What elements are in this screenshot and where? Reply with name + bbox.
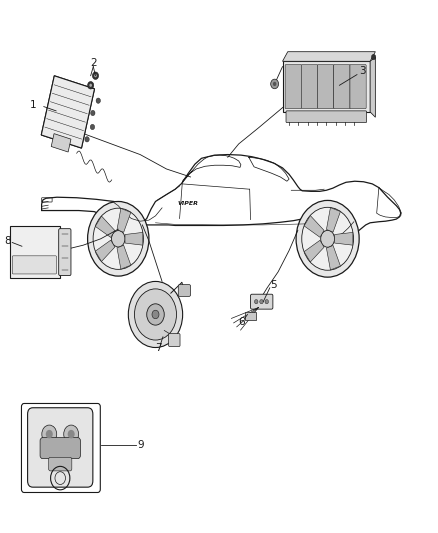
Polygon shape (304, 240, 324, 262)
Polygon shape (335, 232, 353, 245)
Circle shape (321, 230, 335, 247)
Circle shape (152, 310, 159, 319)
FancyBboxPatch shape (286, 111, 367, 123)
Circle shape (88, 201, 149, 276)
Polygon shape (370, 57, 375, 117)
Circle shape (88, 82, 94, 89)
FancyBboxPatch shape (59, 229, 71, 276)
Polygon shape (41, 76, 95, 148)
Polygon shape (125, 232, 143, 245)
FancyBboxPatch shape (169, 334, 180, 346)
Text: 1: 1 (30, 100, 37, 110)
Polygon shape (51, 134, 71, 152)
Circle shape (96, 98, 100, 103)
Circle shape (371, 54, 376, 60)
Circle shape (92, 72, 99, 79)
Text: 5: 5 (270, 280, 277, 289)
FancyBboxPatch shape (49, 457, 72, 471)
Polygon shape (304, 215, 324, 237)
Polygon shape (10, 226, 60, 278)
Polygon shape (95, 216, 115, 237)
Text: 7: 7 (155, 343, 162, 353)
Circle shape (271, 79, 279, 88)
FancyBboxPatch shape (12, 256, 57, 274)
FancyBboxPatch shape (178, 285, 191, 296)
Polygon shape (326, 208, 340, 232)
Circle shape (94, 74, 97, 77)
FancyBboxPatch shape (334, 64, 350, 109)
Text: 9: 9 (138, 440, 145, 450)
Circle shape (273, 82, 276, 86)
Bar (41, 76, 95, 148)
Text: VIPER: VIPER (177, 201, 198, 206)
FancyBboxPatch shape (251, 294, 273, 309)
Circle shape (64, 425, 78, 443)
Polygon shape (326, 246, 340, 270)
Circle shape (112, 231, 125, 247)
Circle shape (91, 110, 95, 116)
Circle shape (254, 300, 258, 304)
Polygon shape (117, 208, 131, 232)
Circle shape (302, 207, 353, 270)
FancyBboxPatch shape (350, 64, 366, 109)
Circle shape (128, 281, 183, 348)
Circle shape (67, 430, 74, 438)
FancyBboxPatch shape (301, 64, 318, 109)
Polygon shape (117, 245, 131, 269)
Circle shape (89, 84, 92, 87)
Circle shape (296, 200, 359, 277)
Circle shape (265, 300, 268, 304)
Polygon shape (283, 61, 370, 112)
Circle shape (42, 425, 57, 443)
Circle shape (90, 124, 95, 130)
Text: 2: 2 (90, 58, 97, 68)
FancyBboxPatch shape (40, 438, 81, 458)
Text: 6: 6 (238, 317, 245, 327)
Polygon shape (95, 240, 115, 262)
Circle shape (147, 304, 164, 325)
Circle shape (260, 300, 263, 304)
Circle shape (93, 208, 143, 269)
Circle shape (134, 289, 177, 340)
FancyBboxPatch shape (28, 408, 93, 487)
Text: 3: 3 (359, 67, 366, 76)
Text: 8: 8 (4, 236, 11, 246)
FancyBboxPatch shape (285, 64, 301, 109)
Polygon shape (283, 52, 375, 61)
Polygon shape (245, 312, 256, 320)
FancyBboxPatch shape (318, 64, 334, 109)
Circle shape (46, 430, 53, 438)
Circle shape (85, 136, 89, 142)
